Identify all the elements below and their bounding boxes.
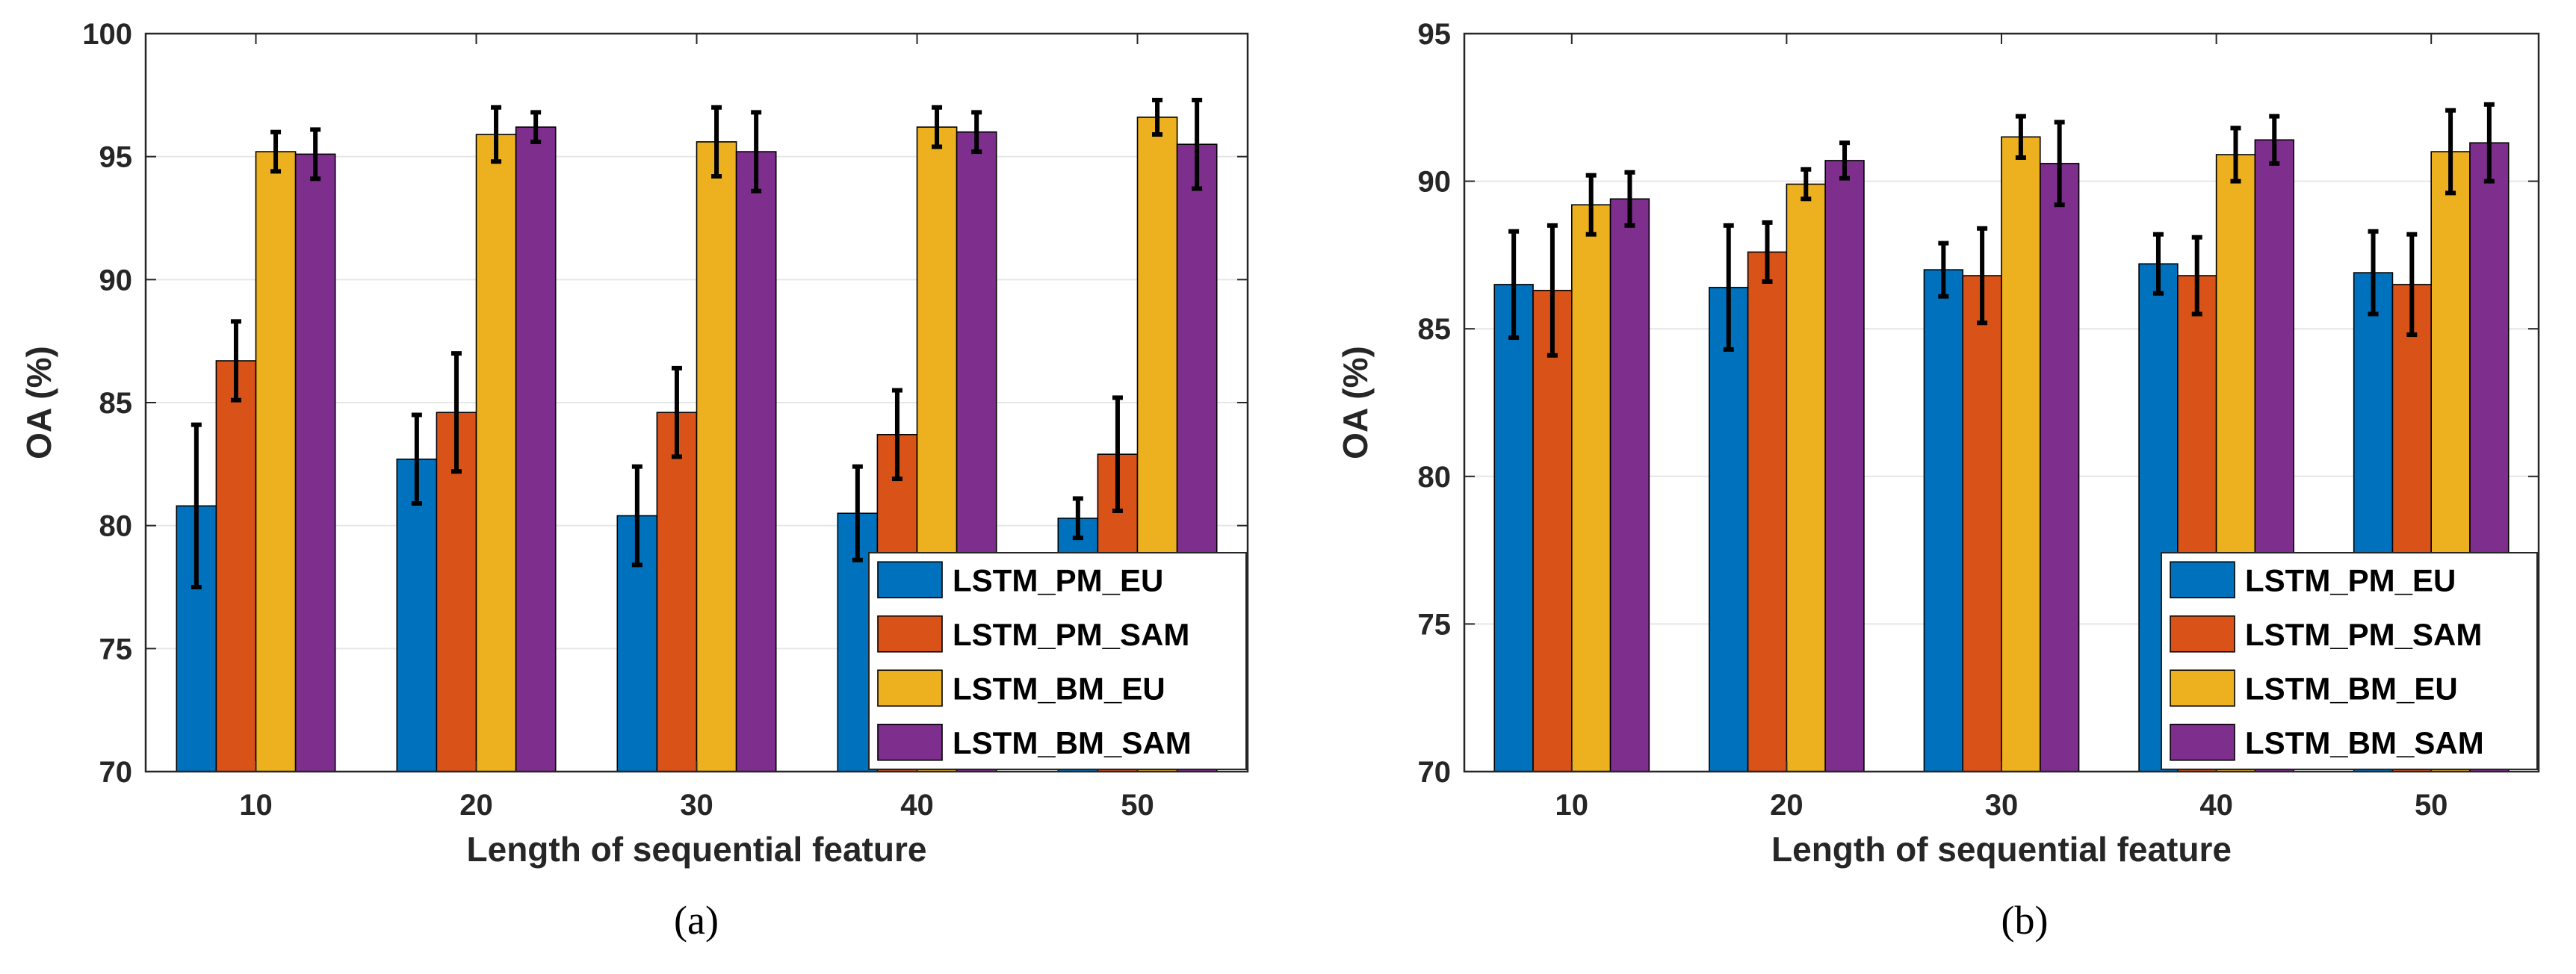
- legend-label: LSTM_BM_SAM: [953, 725, 1192, 760]
- bar-lstm-bm-sam: [294, 153, 336, 772]
- bar-lstm-pm-sam: [1747, 251, 1788, 772]
- legend-label: LSTM_PM_SAM: [953, 617, 1189, 652]
- bar-lstm-pm-eu: [1709, 287, 1749, 772]
- x-tick-label: 30: [680, 789, 713, 822]
- axes-box: [144, 32, 1249, 773]
- x-axis-label: Length of sequential feature: [467, 830, 927, 869]
- x-tick-label: 40: [2199, 789, 2233, 822]
- y-tick-label: 75: [99, 633, 133, 666]
- bar-lstm-bm-sam: [1824, 160, 1865, 772]
- x-tick-label: 10: [1555, 789, 1589, 822]
- y-axis-label: OA (%): [1336, 346, 1375, 459]
- legend-label: LSTM_PM_SAM: [2245, 617, 2482, 652]
- bar-lstm-bm-eu: [255, 151, 297, 772]
- legend-swatch: [2170, 669, 2235, 707]
- bar-lstm-bm-eu: [696, 141, 737, 772]
- bar-lstm-bm-eu: [475, 134, 517, 772]
- y-tick-label: 70: [1418, 756, 1452, 789]
- bar-lstm-pm-sam: [1532, 290, 1573, 772]
- legend: LSTM_PM_EU LSTM_PM_SAM LSTM_BM_EU LSTM_BM_S…: [868, 552, 1247, 770]
- x-tick-label: 20: [459, 789, 493, 822]
- legend-swatch: [2170, 615, 2235, 653]
- y-tick-label: 100: [82, 18, 132, 51]
- legend-swatch: [877, 669, 943, 707]
- bar-lstm-bm-eu: [1786, 183, 1826, 772]
- legend-swatch: [2170, 723, 2235, 761]
- bar-lstm-bm-eu: [2001, 136, 2041, 772]
- bar-lstm-bm-sam: [735, 151, 777, 772]
- legend-label: LSTM_BM_SAM: [2245, 725, 2484, 760]
- legend-swatch: [2170, 561, 2235, 599]
- x-tick-label: 30: [1985, 789, 2019, 822]
- y-tick-label: 85: [1418, 313, 1452, 346]
- y-tick-label: 95: [1418, 18, 1452, 51]
- bar-lstm-pm-sam: [1962, 275, 2002, 772]
- x-tick-label: 50: [2415, 789, 2448, 822]
- y-tick-label: 80: [99, 510, 133, 543]
- bar-lstm-pm-sam: [656, 412, 698, 772]
- bar-lstm-bm-sam: [1609, 198, 1650, 772]
- y-tick-label: 75: [1418, 608, 1452, 641]
- legend-label: LSTM_PM_EU: [2245, 562, 2456, 598]
- legend: LSTM_PM_EU LSTM_PM_SAM LSTM_BM_EU LSTM_BM_S…: [2161, 552, 2538, 770]
- bar-lstm-pm-sam: [215, 360, 257, 772]
- legend-label: LSTM_BM_EU: [2245, 671, 2458, 706]
- y-tick-label: 90: [1418, 166, 1452, 199]
- bar-lstm-bm-sam: [515, 126, 557, 772]
- legend-label: LSTM_BM_EU: [953, 671, 1165, 706]
- x-tick-label: 50: [1121, 789, 1154, 822]
- y-axis-label: OA (%): [19, 346, 58, 459]
- panel-caption: (a): [674, 898, 719, 943]
- bar-lstm-bm-eu: [1571, 204, 1611, 772]
- bar-lstm-pm-eu: [396, 458, 438, 772]
- panel-caption: (b): [2001, 898, 2049, 943]
- chart-panel-b: 70 75 80 85 90 95 10 20 30 40 50 Length of sequenti…: [1336, 18, 2540, 943]
- x-axis-label: Length of sequential feature: [1771, 830, 2232, 869]
- legend-swatch: [877, 615, 943, 653]
- y-tick-label: 85: [99, 387, 133, 420]
- y-tick-label: 95: [99, 141, 133, 174]
- y-tick-label: 70: [99, 756, 133, 789]
- legend-swatch: [877, 561, 943, 599]
- y-tick-label: 90: [99, 264, 133, 297]
- x-tick-label: 20: [1770, 789, 1803, 822]
- legend-swatch: [877, 723, 943, 761]
- bar-lstm-pm-eu: [1493, 284, 1534, 772]
- legend-label: LSTM_PM_EU: [953, 562, 1163, 598]
- bar-lstm-pm-eu: [1923, 269, 1964, 772]
- bar-lstm-bm-sam: [2039, 163, 2080, 772]
- y-tick-label: 80: [1418, 461, 1452, 494]
- x-tick-label: 10: [239, 789, 273, 822]
- axes-box: [1463, 32, 2540, 773]
- chart-panel-a: 70 75 80 85 90 95 100 10 20 30 40 50 Length of seque…: [19, 18, 1249, 943]
- x-tick-label: 40: [900, 789, 934, 822]
